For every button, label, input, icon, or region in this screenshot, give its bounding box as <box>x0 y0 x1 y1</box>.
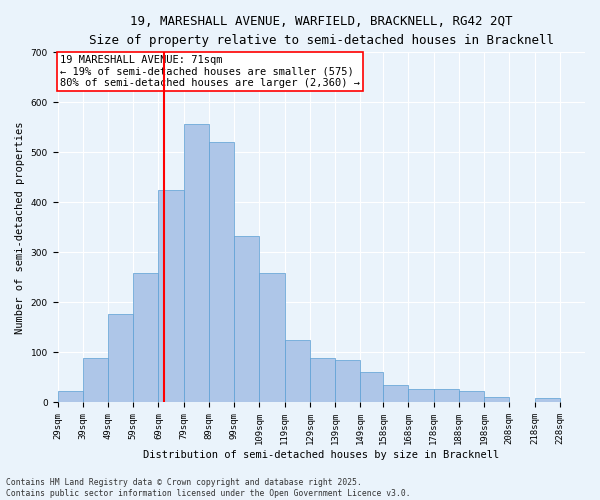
Bar <box>108 314 133 402</box>
Bar <box>284 340 310 402</box>
Bar <box>58 392 83 402</box>
Bar <box>158 190 184 402</box>
Text: Contains HM Land Registry data © Crown copyright and database right 2025.
Contai: Contains HM Land Registry data © Crown c… <box>6 478 410 498</box>
Bar <box>484 398 509 402</box>
Bar <box>409 389 434 402</box>
Title: 19, MARESHALL AVENUE, WARFIELD, BRACKNELL, RG42 2QT
Size of property relative to: 19, MARESHALL AVENUE, WARFIELD, BRACKNEL… <box>89 15 554 47</box>
Bar <box>209 142 234 402</box>
Bar <box>83 358 108 403</box>
Bar <box>259 274 284 402</box>
Bar <box>310 358 335 403</box>
Bar <box>434 390 459 402</box>
Bar <box>184 124 209 402</box>
X-axis label: Distribution of semi-detached houses by size in Bracknell: Distribution of semi-detached houses by … <box>143 450 499 460</box>
Bar <box>335 360 361 403</box>
Bar <box>535 398 560 402</box>
Y-axis label: Number of semi-detached properties: Number of semi-detached properties <box>15 121 25 334</box>
Text: 19 MARESHALL AVENUE: 71sqm
← 19% of semi-detached houses are smaller (575)
80% o: 19 MARESHALL AVENUE: 71sqm ← 19% of semi… <box>60 55 360 88</box>
Bar <box>133 274 158 402</box>
Bar <box>361 372 383 402</box>
Bar <box>459 392 484 402</box>
Bar <box>383 385 409 402</box>
Bar <box>234 236 259 402</box>
